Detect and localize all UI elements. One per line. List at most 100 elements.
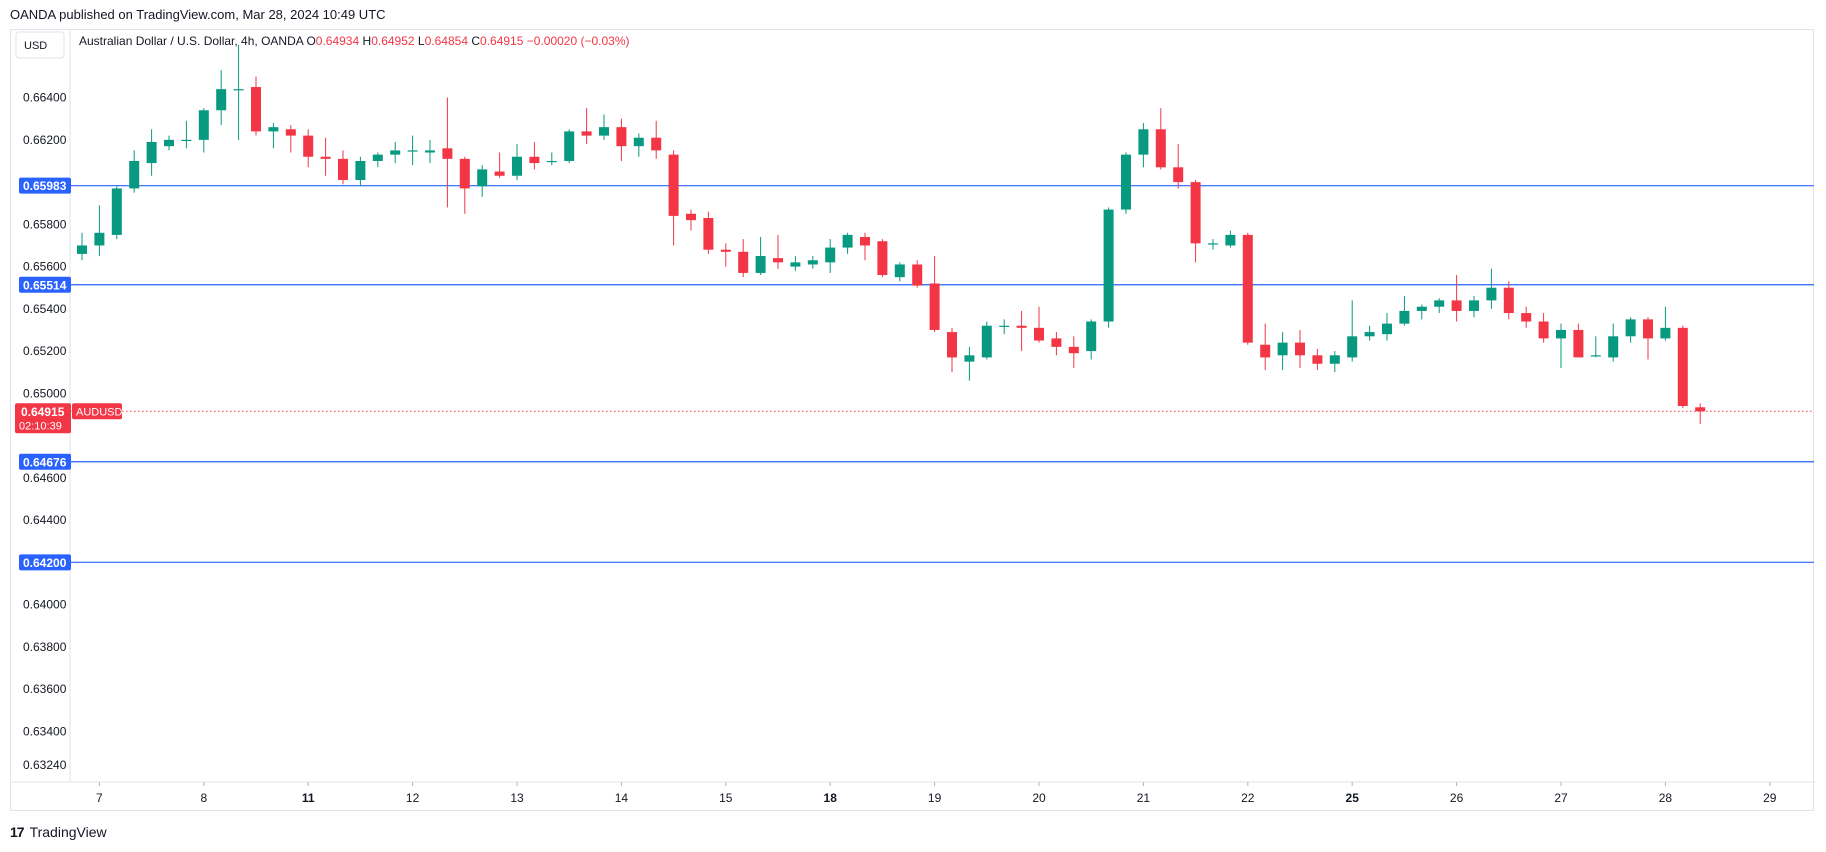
candle[interactable]: [1503, 281, 1514, 320]
candle[interactable]: [1486, 268, 1497, 309]
candle[interactable]: [390, 141, 401, 164]
candle[interactable]: [703, 211, 714, 254]
candle[interactable]: [842, 232, 853, 254]
candle[interactable]: [1173, 144, 1184, 189]
candle[interactable]: [1225, 230, 1236, 248]
candle[interactable]: [303, 129, 314, 168]
candle[interactable]: [529, 141, 540, 170]
time-axis[interactable]: 7 8 11 12 13 14 15 18 19 20 21 22 25 26 27 28 29: [96, 782, 1777, 805]
price-axis[interactable]: 0.66400 0.66200 0.65800 0.65600 0.65400 0.652…: [15, 91, 123, 773]
candle[interactable]: [1434, 298, 1445, 314]
candle[interactable]: [1086, 319, 1097, 360]
candle[interactable]: [720, 243, 731, 267]
candle[interactable]: [320, 137, 331, 176]
candle[interactable]: [1347, 300, 1358, 362]
tradingview-brand[interactable]: 17 TradingView: [10, 824, 107, 840]
candle[interactable]: [1660, 306, 1671, 341]
candle[interactable]: [94, 205, 105, 257]
candle[interactable]: [1312, 348, 1323, 371]
candle[interactable]: [773, 234, 783, 269]
candle[interactable]: [494, 152, 505, 178]
candle[interactable]: [738, 239, 749, 278]
candle[interactable]: [251, 76, 261, 136]
candle[interactable]: [181, 120, 192, 149]
candle[interactable]: [1138, 122, 1149, 168]
candle[interactable]: [1155, 108, 1166, 170]
candle[interactable]: [407, 135, 418, 166]
candle[interactable]: [459, 156, 470, 214]
candle[interactable]: [1521, 306, 1532, 328]
candle[interactable]: [1103, 207, 1114, 328]
candle[interactable]: [1242, 232, 1253, 345]
candle[interactable]: [651, 120, 662, 159]
candle[interactable]: [1034, 306, 1044, 343]
candlestick-chart[interactable]: 0.66400 0.66200 0.65800 0.65600 0.65400 0.652…: [11, 30, 1815, 812]
candle[interactable]: [425, 139, 435, 164]
candle[interactable]: [981, 321, 992, 360]
candle[interactable]: [894, 262, 905, 282]
candle[interactable]: [755, 237, 766, 276]
candle[interactable]: [912, 260, 923, 288]
candle[interactable]: [1556, 323, 1566, 368]
candle[interactable]: [216, 70, 227, 126]
candle[interactable]: [1068, 336, 1079, 368]
candle[interactable]: [1329, 351, 1340, 373]
candle[interactable]: [633, 133, 644, 157]
candle[interactable]: [1295, 329, 1305, 368]
candle[interactable]: [1260, 323, 1271, 371]
candle[interactable]: [111, 186, 122, 240]
candle[interactable]: [1382, 313, 1392, 341]
candle[interactable]: [616, 118, 627, 161]
candle[interactable]: [129, 150, 140, 193]
candle[interactable]: [564, 129, 575, 164]
candle[interactable]: [686, 209, 696, 231]
candle[interactable]: [790, 256, 801, 271]
candle[interactable]: [947, 327, 957, 373]
candle[interactable]: [1625, 317, 1636, 343]
candle[interactable]: [1051, 332, 1062, 356]
candle[interactable]: [512, 144, 522, 180]
candle[interactable]: [338, 150, 348, 185]
candle[interactable]: [1016, 310, 1027, 352]
candle[interactable]: [268, 122, 279, 149]
candle[interactable]: [807, 256, 818, 269]
candle[interactable]: [372, 152, 383, 168]
candle[interactable]: [442, 97, 453, 208]
candle[interactable]: [1677, 325, 1688, 409]
candle[interactable]: [964, 346, 975, 381]
candle[interactable]: [1208, 239, 1218, 250]
candle[interactable]: [860, 232, 870, 261]
candle[interactable]: [1538, 313, 1549, 343]
candle[interactable]: [668, 150, 679, 246]
candle[interactable]: [877, 239, 888, 278]
candle[interactable]: [1277, 332, 1288, 371]
candle[interactable]: [285, 125, 296, 153]
candle[interactable]: [1364, 325, 1375, 341]
candle[interactable]: [1121, 152, 1131, 214]
candle[interactable]: [1695, 403, 1706, 425]
currency-label[interactable]: USD: [24, 40, 47, 52]
candle[interactable]: [198, 108, 209, 153]
candle[interactable]: [477, 165, 488, 197]
chart-frame[interactable]: 0.66400 0.66200 0.65800 0.65600 0.65400 0.652…: [10, 29, 1815, 812]
candle[interactable]: [1643, 317, 1653, 360]
candle[interactable]: [1608, 323, 1619, 362]
candle[interactable]: [546, 152, 557, 166]
candle[interactable]: [233, 44, 244, 140]
candle[interactable]: [146, 129, 157, 176]
candle[interactable]: [929, 256, 940, 333]
candle[interactable]: [581, 108, 592, 145]
candle[interactable]: [1190, 179, 1201, 263]
candle[interactable]: [999, 319, 1010, 335]
candle[interactable]: [825, 239, 836, 273]
candle[interactable]: [1399, 296, 1410, 326]
candle[interactable]: [1451, 275, 1462, 322]
candle[interactable]: [1573, 323, 1584, 358]
candle[interactable]: [164, 135, 174, 151]
candle[interactable]: [1469, 296, 1479, 318]
candle[interactable]: [1590, 336, 1601, 358]
candle[interactable]: [355, 156, 366, 187]
candle[interactable]: [599, 114, 609, 140]
currency-box[interactable]: [15, 31, 65, 59]
candle[interactable]: [77, 232, 87, 261]
